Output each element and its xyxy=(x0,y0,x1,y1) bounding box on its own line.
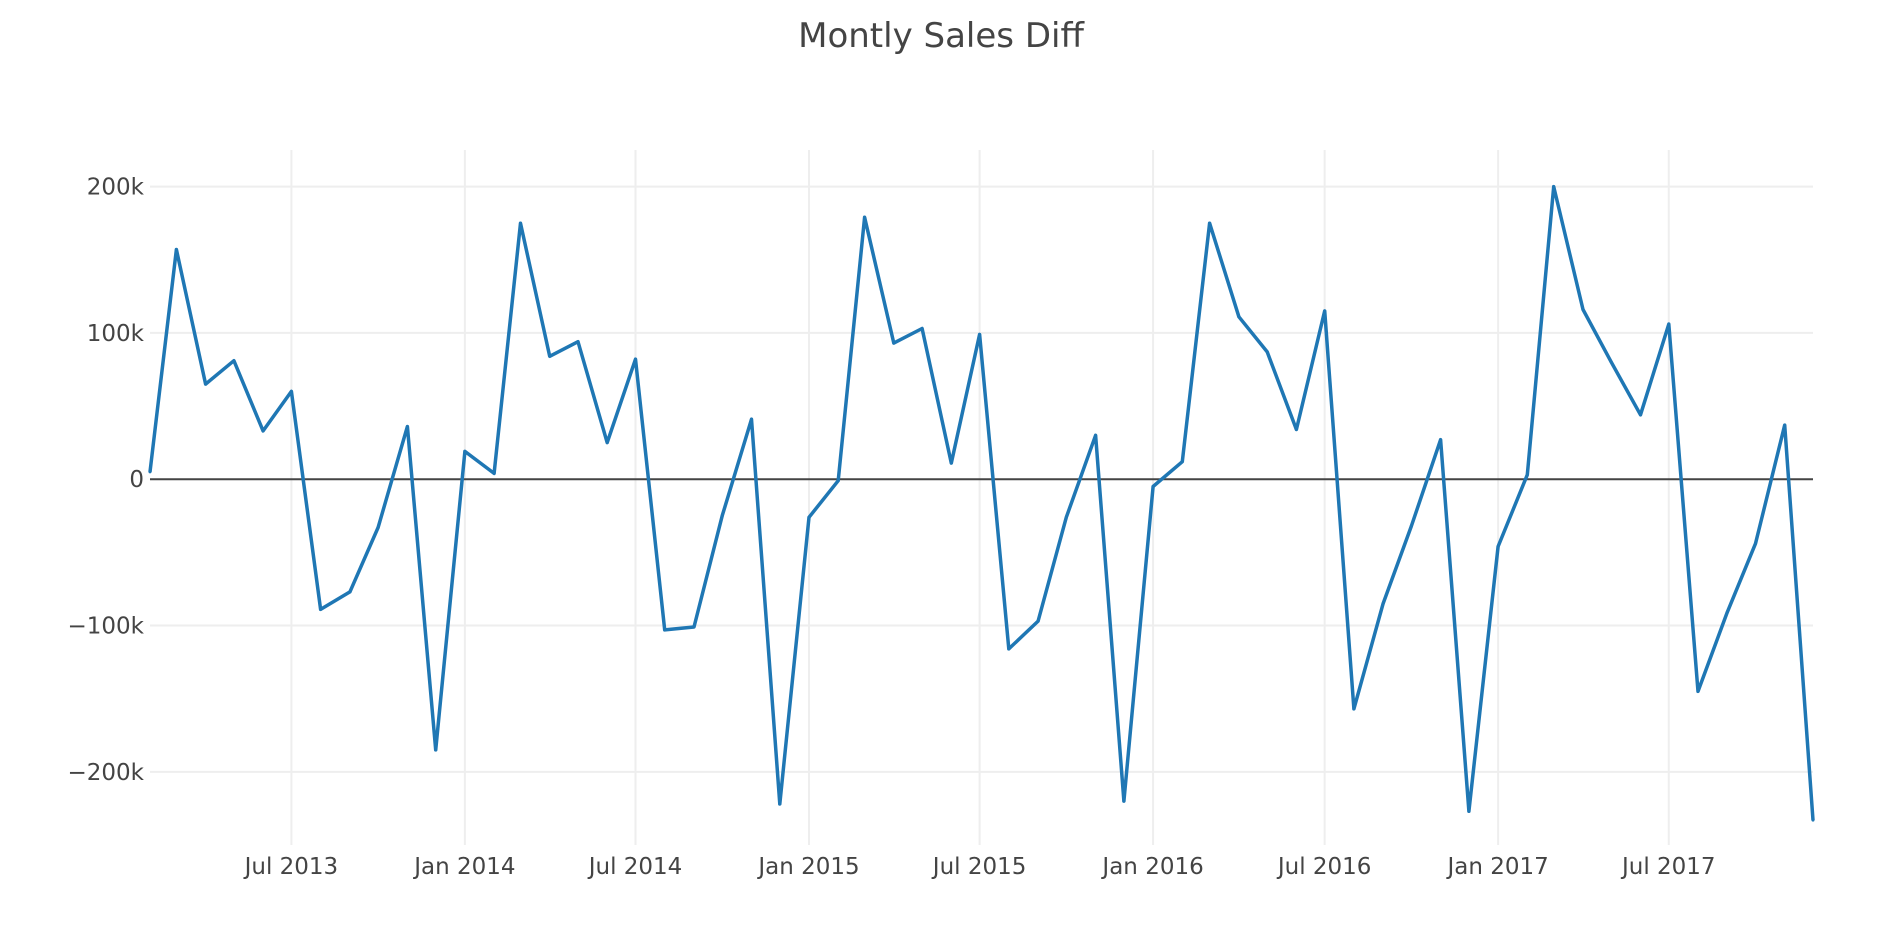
data-point xyxy=(1783,423,1787,427)
data-point xyxy=(1036,619,1040,623)
x-tick-label: Jan 2017 xyxy=(1445,854,1548,880)
data-point xyxy=(978,332,982,336)
data-point xyxy=(348,590,352,594)
chart-title: Montly Sales Diff xyxy=(798,16,1084,56)
data-point xyxy=(1294,427,1298,431)
y-tick-label: −200k xyxy=(68,760,145,786)
data-point xyxy=(807,515,811,519)
data-point xyxy=(1265,350,1269,354)
data-point xyxy=(1094,433,1098,437)
data-point xyxy=(1381,602,1385,606)
data-point xyxy=(1696,689,1700,693)
data-point xyxy=(920,327,924,331)
data-point xyxy=(1609,360,1613,364)
data-point xyxy=(261,429,265,433)
data-point xyxy=(232,359,236,363)
y-tick-label: −100k xyxy=(68,614,145,640)
data-point xyxy=(492,471,496,475)
data-point xyxy=(1638,413,1642,417)
data-point xyxy=(634,357,638,361)
x-tick-label: Jan 2014 xyxy=(412,854,515,880)
y-tick-label: 200k xyxy=(87,175,145,201)
data-point xyxy=(892,341,896,345)
data-point xyxy=(1409,524,1413,528)
data-point xyxy=(1552,185,1556,189)
data-point xyxy=(692,625,696,629)
data-point xyxy=(1151,485,1155,489)
data-point xyxy=(1525,473,1529,477)
data-point xyxy=(1725,610,1729,614)
tick-label-layer: Jul 2013 Jan 2014 Jul 2014 Jan 2015 Jul 2015… xyxy=(68,175,1716,880)
x-tick-label: Jul 2014 xyxy=(587,854,683,880)
x-tick-label: Jul 2015 xyxy=(931,854,1027,880)
data-point xyxy=(863,215,867,219)
data-point xyxy=(1208,221,1212,225)
data-point xyxy=(1667,322,1671,326)
x-tick-label: Jul 2016 xyxy=(1276,854,1372,880)
data-point xyxy=(1180,460,1184,464)
data-point xyxy=(1323,309,1327,313)
data-point xyxy=(405,425,409,429)
data-point xyxy=(148,470,152,474)
data-point xyxy=(1496,545,1500,549)
data-point xyxy=(778,802,782,806)
data-point xyxy=(1439,438,1443,442)
series-line-0 xyxy=(148,184,1815,821)
data-point xyxy=(720,514,724,518)
data-point xyxy=(663,628,667,632)
data-point xyxy=(1753,542,1757,546)
data-point xyxy=(289,389,293,393)
data-point xyxy=(949,461,953,465)
data-point xyxy=(1064,515,1068,519)
y-tick-label: 100k xyxy=(87,321,145,347)
data-point xyxy=(1352,707,1356,711)
data-point xyxy=(836,479,840,483)
data-point xyxy=(1237,315,1241,319)
y-tick-label: 0 xyxy=(129,467,144,493)
data-point xyxy=(434,748,438,752)
data-point xyxy=(376,525,380,529)
data-point xyxy=(1122,799,1126,803)
data-point xyxy=(319,607,323,611)
grid-layer xyxy=(150,150,1813,845)
data-point xyxy=(605,441,609,445)
data-point xyxy=(518,221,522,225)
data-point xyxy=(204,382,208,386)
data-point xyxy=(1007,647,1011,651)
x-tick-label: Jul 2013 xyxy=(243,854,339,880)
data-point xyxy=(174,247,178,251)
series-layer xyxy=(148,184,1815,822)
x-tick-label: Jan 2015 xyxy=(756,854,859,880)
data-point xyxy=(1581,307,1585,311)
data-point xyxy=(576,340,580,344)
data-point xyxy=(463,449,467,453)
x-tick-label: Jul 2017 xyxy=(1620,854,1716,880)
data-point xyxy=(1811,818,1815,822)
x-tick-label: Jan 2016 xyxy=(1100,854,1203,880)
data-point xyxy=(548,354,552,358)
data-point xyxy=(1467,809,1471,813)
data-point xyxy=(749,417,753,421)
